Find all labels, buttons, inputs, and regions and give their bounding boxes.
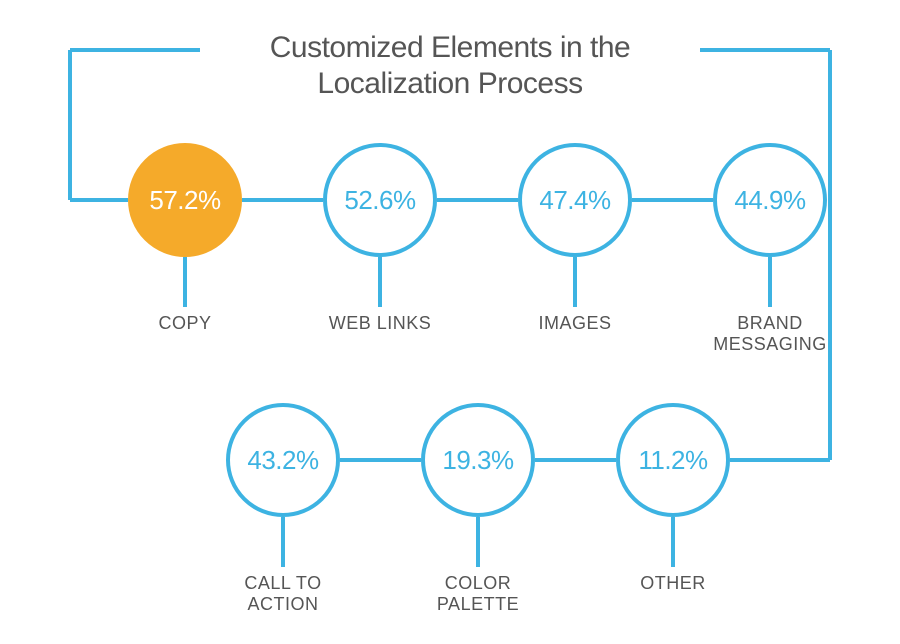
row2-leader-0	[281, 517, 285, 567]
row1-leader-3	[768, 257, 772, 307]
row1-node-3: 44.9%	[713, 143, 827, 257]
row2-label-1: COLORPALETTE	[388, 573, 568, 614]
row2-node-2: 11.2%	[616, 403, 730, 517]
title-line-2: Localization Process	[200, 66, 700, 102]
row1-label-1: WEB LINKS	[290, 313, 470, 334]
row1-value-2: 47.4%	[539, 185, 610, 216]
row1-label-2: IMAGES	[485, 313, 665, 334]
row1-label-0: COPY	[95, 313, 275, 334]
row2-leader-1	[476, 517, 480, 567]
row1-node-2: 47.4%	[518, 143, 632, 257]
row2-leader-2	[671, 517, 675, 567]
row1-connector-1	[437, 198, 518, 202]
row1-leader-0	[183, 257, 187, 307]
row2-value-1: 19.3%	[442, 445, 513, 476]
title-line-1: Customized Elements in the	[200, 30, 700, 66]
row1-value-3: 44.9%	[734, 185, 805, 216]
row1-label-3: BRANDMESSAGING	[680, 313, 860, 354]
row2-value-2: 11.2%	[638, 445, 707, 476]
frame-right	[828, 50, 832, 460]
frame-to-row2	[730, 458, 830, 462]
row1-value-1: 52.6%	[344, 185, 415, 216]
row1-value-0: 57.2%	[149, 185, 220, 216]
row1-leader-1	[378, 257, 382, 307]
row2-value-0: 43.2%	[247, 445, 318, 476]
frame-left-upper	[68, 50, 72, 200]
chart-title: Customized Elements in theLocalization P…	[200, 30, 700, 102]
row2-label-0: CALL TOACTION	[193, 573, 373, 614]
frame-to-row1	[70, 198, 128, 202]
row2-connector-0	[340, 458, 421, 462]
row2-node-0: 43.2%	[226, 403, 340, 517]
row2-node-1: 19.3%	[421, 403, 535, 517]
row1-leader-2	[573, 257, 577, 307]
row2-connector-1	[535, 458, 616, 462]
row2-label-2: OTHER	[583, 573, 763, 594]
row1-connector-0	[242, 198, 323, 202]
row1-node-1: 52.6%	[323, 143, 437, 257]
row1-node-0: 57.2%	[128, 143, 242, 257]
row1-connector-2	[632, 198, 713, 202]
